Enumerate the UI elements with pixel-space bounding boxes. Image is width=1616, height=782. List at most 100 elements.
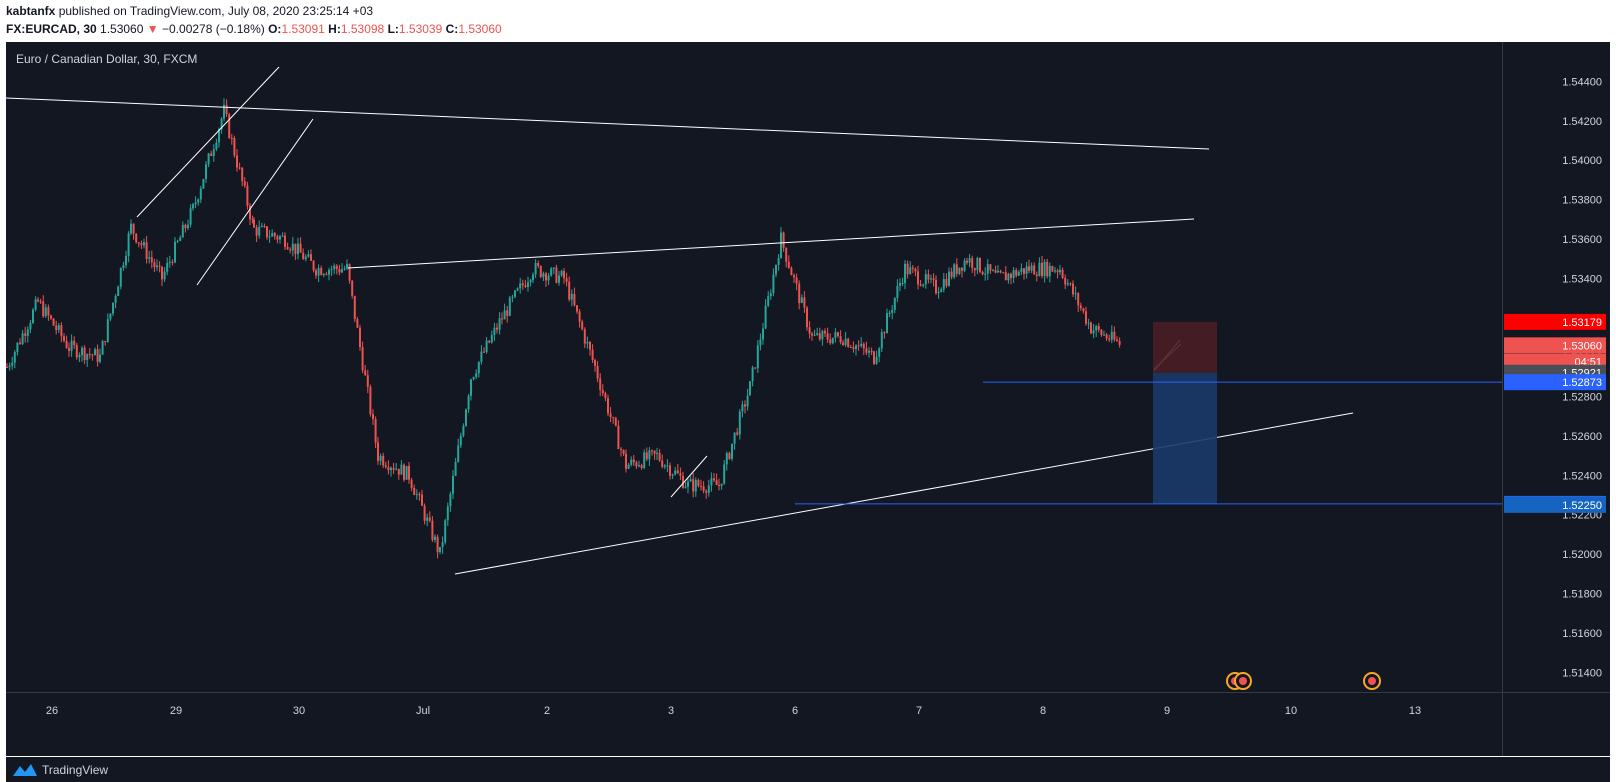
candle-body bbox=[439, 547, 441, 552]
candle-body bbox=[684, 486, 687, 488]
candle-body bbox=[909, 267, 912, 275]
candle-body bbox=[52, 318, 55, 326]
candle-body bbox=[772, 274, 775, 294]
candle-body bbox=[622, 450, 625, 454]
candle-body bbox=[945, 279, 948, 286]
candle-body bbox=[99, 354, 101, 362]
candle-body bbox=[212, 149, 215, 156]
candle-body bbox=[1002, 272, 1005, 274]
candle-body bbox=[635, 462, 638, 467]
candle-body bbox=[679, 473, 682, 476]
candle-body bbox=[741, 404, 744, 412]
candle-body bbox=[179, 237, 182, 241]
candle-body bbox=[475, 373, 478, 377]
candle-body bbox=[271, 233, 274, 237]
candle-body bbox=[44, 307, 47, 317]
candle-body bbox=[625, 453, 627, 469]
candle-body bbox=[576, 305, 578, 312]
candle-body bbox=[158, 265, 161, 267]
candle-body bbox=[568, 281, 571, 300]
candle-body bbox=[260, 225, 263, 227]
candle-body bbox=[153, 262, 156, 268]
candle-body bbox=[578, 311, 581, 322]
candle-body bbox=[614, 418, 617, 426]
tradingview-logo-icon[interactable] bbox=[12, 763, 38, 777]
candle-body bbox=[189, 208, 192, 225]
candle-body bbox=[483, 351, 485, 353]
candle-body bbox=[1072, 283, 1074, 295]
candle-body bbox=[366, 375, 369, 387]
candle-body bbox=[658, 452, 661, 461]
candle-body bbox=[534, 263, 537, 275]
candle-body bbox=[1074, 293, 1077, 295]
candle-body bbox=[246, 185, 249, 206]
tradingview-brand[interactable]: TradingView bbox=[42, 763, 109, 777]
candle-body bbox=[485, 340, 488, 353]
footer-bar: TradingView bbox=[6, 757, 1610, 782]
candle-body bbox=[1108, 338, 1111, 340]
candle-body bbox=[573, 293, 576, 306]
candle-body bbox=[1010, 273, 1012, 278]
candle-body bbox=[382, 455, 385, 466]
candle-body bbox=[1004, 272, 1007, 281]
candle-body bbox=[400, 464, 403, 475]
candle-body bbox=[857, 345, 860, 347]
candle-body bbox=[205, 164, 207, 180]
candle-body bbox=[289, 249, 292, 251]
price-tag-label: 1.52873 bbox=[1562, 377, 1602, 389]
candle-body bbox=[459, 435, 462, 446]
publisher-name[interactable]: kabtanfx bbox=[6, 4, 56, 18]
candle-body bbox=[893, 297, 896, 310]
candle-body bbox=[101, 341, 104, 355]
y-tick-label: 1.54400 bbox=[1562, 76, 1602, 88]
candle-body bbox=[408, 465, 410, 480]
candle-body bbox=[914, 268, 917, 272]
y-tick-label: 1.54200 bbox=[1562, 116, 1602, 128]
y-tick-label: 1.51800 bbox=[1562, 589, 1602, 601]
candle-body bbox=[710, 478, 713, 486]
candle-body bbox=[333, 265, 336, 270]
candle-body bbox=[356, 319, 359, 328]
candle-body bbox=[150, 257, 153, 263]
candle-body bbox=[1054, 270, 1056, 272]
candle-body bbox=[896, 285, 899, 298]
candle-body bbox=[800, 297, 803, 304]
candle-body bbox=[547, 275, 550, 281]
candle-body bbox=[888, 312, 891, 314]
candle-body bbox=[1087, 322, 1090, 324]
candle-body bbox=[39, 301, 42, 303]
candle-body bbox=[847, 338, 850, 347]
candle-body bbox=[824, 331, 826, 334]
candle-body bbox=[1090, 322, 1092, 334]
candle-body bbox=[132, 223, 135, 234]
candle-body bbox=[452, 475, 454, 494]
candle-body bbox=[875, 356, 878, 364]
candle-body bbox=[950, 271, 953, 278]
candle-body bbox=[135, 233, 138, 243]
candle-body bbox=[643, 452, 646, 468]
candle-body bbox=[384, 465, 387, 468]
x-tick-label: 8 bbox=[1040, 705, 1046, 717]
candle-body bbox=[689, 479, 692, 482]
y-tick-label: 1.52600 bbox=[1562, 431, 1602, 443]
high-value: 1.53098 bbox=[340, 22, 385, 36]
candle-body bbox=[215, 142, 218, 150]
candle-body bbox=[223, 104, 225, 119]
candle-body bbox=[498, 318, 501, 330]
candle-body bbox=[601, 389, 604, 394]
candle-body bbox=[415, 494, 418, 496]
candle-body bbox=[521, 283, 524, 286]
candle-body bbox=[671, 474, 674, 476]
candle-body bbox=[32, 309, 34, 323]
candle-body bbox=[410, 479, 413, 488]
candle-body bbox=[472, 376, 475, 380]
candle-body bbox=[862, 343, 865, 349]
price-chart[interactable]: 1.54400 1.54200 1.54000 1.53800 1.53600 1.534… bbox=[6, 42, 1610, 756]
candle-body bbox=[718, 485, 720, 487]
candle-body bbox=[645, 452, 648, 460]
candle-body bbox=[713, 478, 715, 481]
candle-body bbox=[524, 285, 527, 287]
chart-frame[interactable]: 1.54400 1.54200 1.54000 1.53800 1.53600 1.534… bbox=[6, 42, 1610, 756]
candle-body bbox=[307, 254, 310, 257]
candle-body bbox=[532, 274, 534, 281]
